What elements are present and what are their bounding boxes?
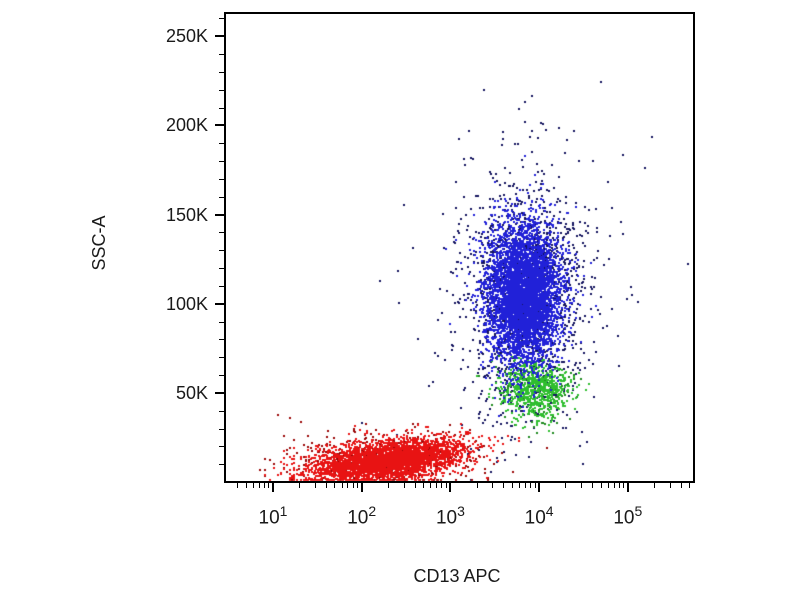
x-major-tick xyxy=(449,483,452,492)
x-minor-tick xyxy=(299,483,301,488)
x-minor-tick xyxy=(245,483,247,488)
x-major-tick xyxy=(626,483,629,492)
x-minor-tick xyxy=(237,483,239,488)
y-minor-tick xyxy=(219,410,224,412)
y-tick-label: 250K xyxy=(165,26,208,47)
x-minor-tick xyxy=(476,483,478,488)
y-tick-label: 150K xyxy=(165,204,208,225)
x-minor-tick xyxy=(530,483,532,488)
y-minor-tick xyxy=(219,285,224,287)
x-minor-tick xyxy=(436,483,438,488)
y-minor-tick xyxy=(219,196,224,198)
x-tick-exponent: 4 xyxy=(545,503,554,519)
x-major-tick xyxy=(271,483,274,492)
x-minor-tick xyxy=(387,483,389,488)
y-minor-tick xyxy=(219,89,224,91)
x-minor-tick xyxy=(258,483,260,488)
x-minor-tick xyxy=(268,483,270,488)
x-minor-tick xyxy=(341,483,343,488)
x-minor-tick xyxy=(565,483,567,488)
x-minor-tick xyxy=(618,483,620,488)
x-minor-tick xyxy=(347,483,349,488)
y-major-tick xyxy=(215,35,224,38)
y-major-tick xyxy=(215,213,224,216)
y-axis-title: SSC-A xyxy=(89,215,109,271)
x-minor-tick xyxy=(680,483,682,488)
x-minor-tick xyxy=(654,483,656,488)
x-minor-tick xyxy=(263,483,265,488)
scatter-canvas xyxy=(225,13,694,482)
x-tick-base: 10 xyxy=(613,507,635,529)
x-minor-tick xyxy=(441,483,443,488)
x-minor-tick xyxy=(352,483,354,488)
y-tick-label: 50K xyxy=(175,382,208,403)
x-tick-base: 10 xyxy=(258,507,280,529)
x-minor-tick xyxy=(534,483,536,488)
x-tick-exponent: 3 xyxy=(457,503,465,519)
x-minor-tick xyxy=(580,483,582,488)
x-minor-tick xyxy=(518,483,520,488)
x-minor-tick xyxy=(511,483,513,488)
x-minor-tick xyxy=(623,483,625,488)
x-tick-label: 104 xyxy=(509,503,569,529)
y-minor-tick xyxy=(219,71,224,73)
x-minor-tick xyxy=(445,483,447,488)
x-tick-base: 10 xyxy=(524,507,546,529)
y-major-tick xyxy=(215,302,224,305)
x-minor-tick xyxy=(492,483,494,488)
x-axis-title: CD13 APC xyxy=(413,566,501,586)
y-minor-tick xyxy=(219,321,224,323)
x-tick-exponent: 2 xyxy=(368,503,377,519)
x-tick-exponent: 5 xyxy=(634,503,643,519)
y-major-tick xyxy=(215,124,224,127)
y-minor-tick xyxy=(219,250,224,252)
y-minor-tick xyxy=(219,339,224,341)
x-minor-tick xyxy=(414,483,416,488)
x-tick-base: 10 xyxy=(347,507,369,529)
y-minor-tick xyxy=(219,428,224,430)
x-minor-tick xyxy=(592,483,594,488)
x-minor-tick xyxy=(430,483,432,488)
y-tick-label: 100K xyxy=(165,293,208,314)
x-minor-tick xyxy=(252,483,254,488)
x-minor-tick xyxy=(357,483,359,488)
x-tick-label: 103 xyxy=(420,503,480,529)
x-tick-label: 101 xyxy=(243,503,303,529)
y-minor-tick xyxy=(219,161,224,162)
y-tick-label: 200K xyxy=(165,115,208,136)
y-minor-tick xyxy=(219,375,224,376)
x-tick-base: 10 xyxy=(435,507,458,529)
x-minor-tick xyxy=(613,483,615,488)
x-tick-label: 105 xyxy=(598,503,658,529)
y-minor-tick xyxy=(219,54,224,55)
x-minor-tick xyxy=(524,483,526,488)
y-minor-tick xyxy=(219,464,224,466)
x-tick-exponent: 1 xyxy=(279,503,288,519)
x-minor-tick xyxy=(325,483,327,488)
y-minor-tick xyxy=(219,107,224,109)
x-minor-tick xyxy=(669,483,671,488)
y-minor-tick xyxy=(219,357,224,359)
x-minor-tick xyxy=(607,483,609,488)
x-minor-tick xyxy=(600,483,602,488)
x-minor-tick xyxy=(423,483,425,488)
x-minor-tick xyxy=(403,483,405,488)
y-major-tick xyxy=(215,391,224,394)
y-minor-tick xyxy=(219,178,224,180)
x-minor-tick xyxy=(503,483,505,488)
x-minor-tick xyxy=(334,483,336,488)
y-minor-tick xyxy=(219,268,224,269)
y-minor-tick xyxy=(219,143,224,145)
y-minor-tick xyxy=(219,232,224,234)
x-minor-tick xyxy=(689,483,691,488)
x-minor-tick xyxy=(314,483,316,488)
x-major-tick xyxy=(360,483,363,492)
y-minor-tick xyxy=(219,446,224,448)
x-tick-label: 102 xyxy=(332,503,392,529)
x-major-tick xyxy=(538,483,541,492)
y-minor-tick xyxy=(219,18,224,20)
